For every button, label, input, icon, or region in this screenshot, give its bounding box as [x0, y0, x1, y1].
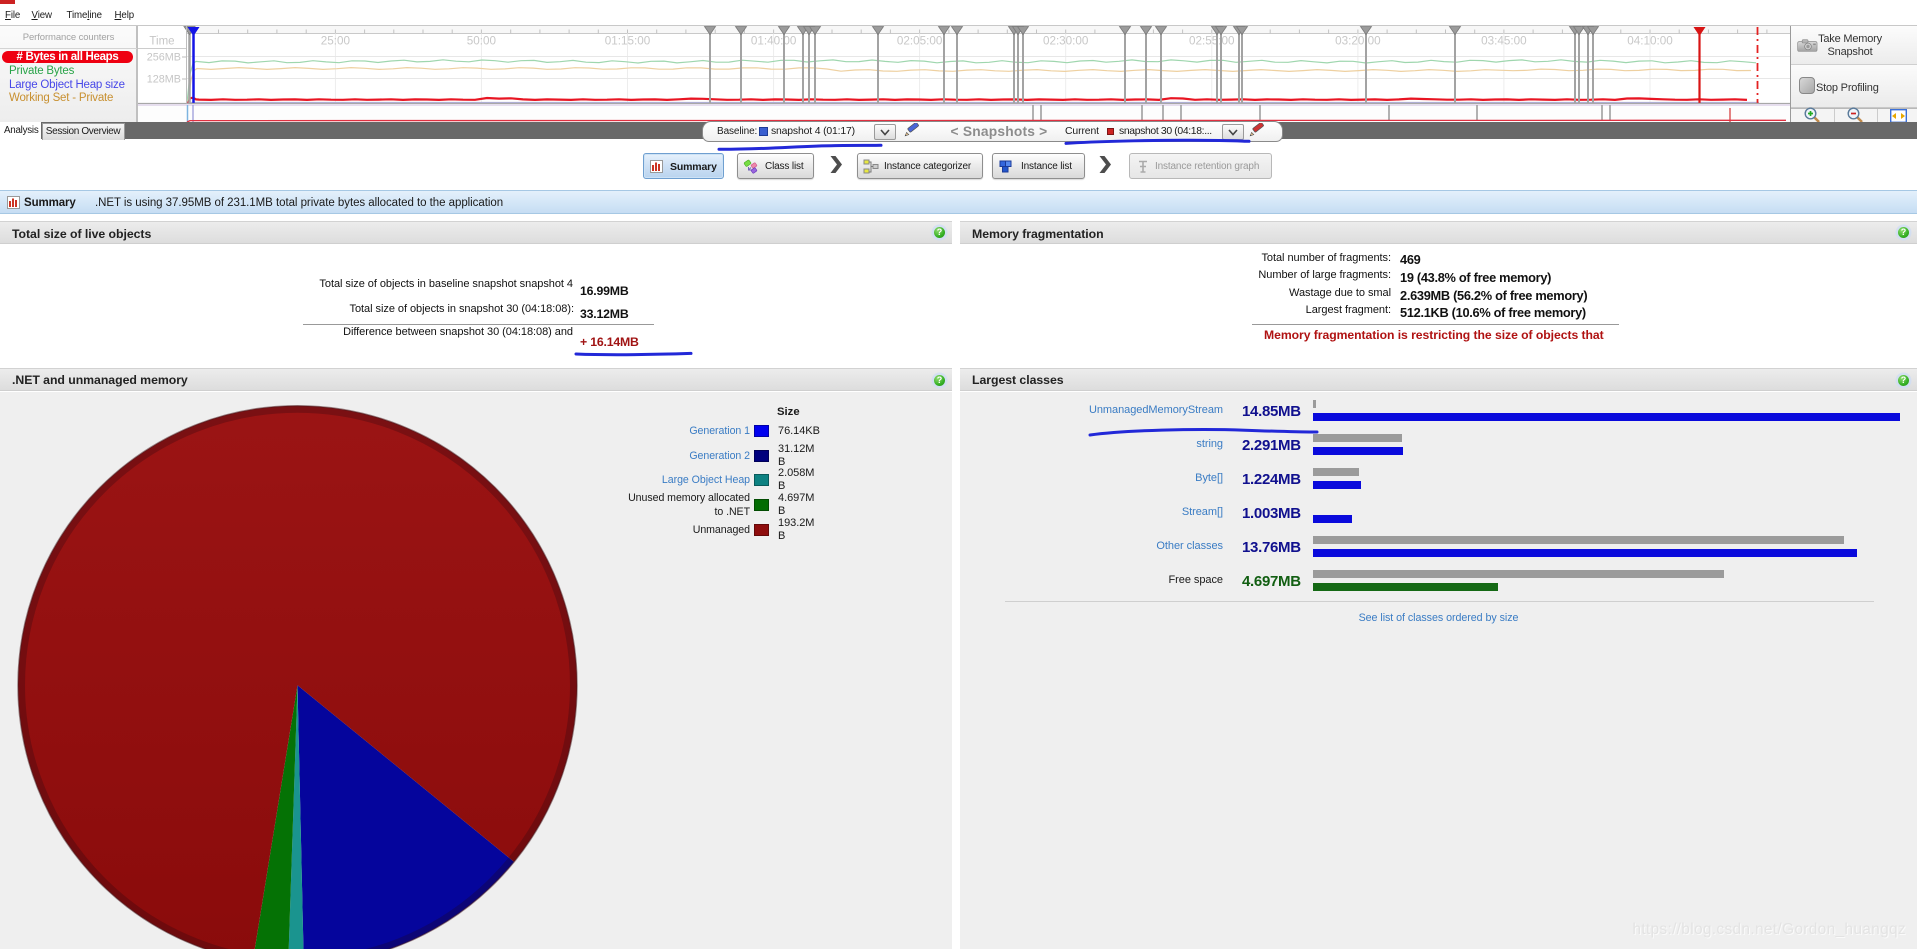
- svg-text:128MB: 128MB: [147, 74, 181, 86]
- svg-text:256MB: 256MB: [147, 52, 181, 64]
- svg-text:03:20:00: 03:20:00: [1335, 35, 1381, 48]
- svg-text:01:40:00: 01:40:00: [751, 35, 797, 48]
- svg-text:03:45:00: 03:45:00: [1481, 35, 1527, 48]
- svg-text:02:05:00: 02:05:00: [897, 35, 943, 48]
- svg-text:04:10:00: 04:10:00: [1627, 35, 1673, 48]
- svg-text:02:55:00: 02:55:00: [1189, 35, 1235, 48]
- svg-text:02:30:00: 02:30:00: [1043, 35, 1089, 48]
- svg-text:50:00: 50:00: [467, 35, 497, 48]
- svg-text:Time: Time: [149, 36, 174, 48]
- svg-text:25:00: 25:00: [321, 35, 351, 48]
- svg-text:01:15:00: 01:15:00: [605, 35, 651, 48]
